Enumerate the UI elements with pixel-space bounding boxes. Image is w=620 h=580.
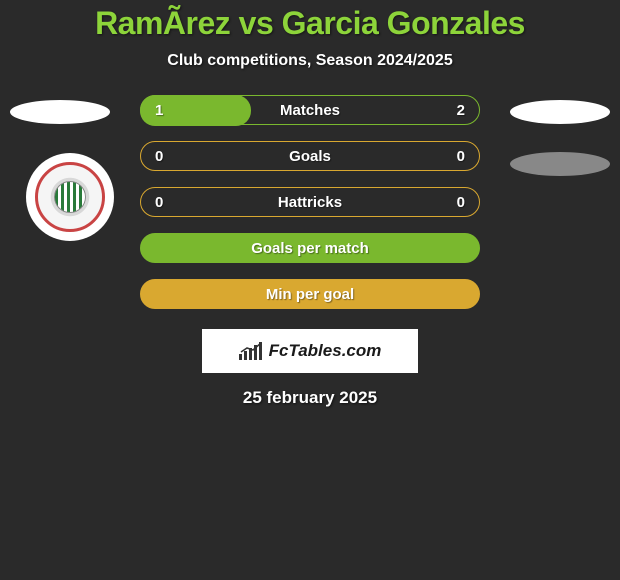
stat-row: Min per goal <box>140 279 480 309</box>
site-name: FcTables.com <box>269 341 382 361</box>
stat-label: Hattricks <box>278 194 342 211</box>
stat-left-value: 0 <box>155 194 163 211</box>
player-left-oval <box>10 100 110 124</box>
stat-label: Goals <box>289 148 331 165</box>
stat-row: Goals per match <box>140 233 480 263</box>
page-title: RamÃ­rez vs Garcia Gonzales <box>0 5 620 42</box>
stat-right-value: 2 <box>457 102 465 119</box>
stat-left-value: 0 <box>155 148 163 165</box>
stats-area: 1 Matches 2 0 Goals 0 0 Hattricks 0 Goals per mat… <box>0 95 620 309</box>
player-right-oval-2 <box>510 152 610 176</box>
stat-label: Matches <box>280 102 340 119</box>
stat-left-value: 1 <box>155 102 163 119</box>
stat-right-value: 0 <box>457 194 465 211</box>
date-text: 25 february 2025 <box>0 388 620 408</box>
stat-right-value: 0 <box>457 148 465 165</box>
comparison-card: RamÃ­rez vs Garcia Gonzales Club competi… <box>0 0 620 408</box>
stat-row: 1 Matches 2 <box>140 95 480 125</box>
stat-label: Goals per match <box>251 240 369 257</box>
stat-label: Min per goal <box>266 286 354 303</box>
branding-box: FcTables.com <box>202 329 418 373</box>
club-badge <box>26 153 114 241</box>
stat-row: 0 Hattricks 0 <box>140 187 480 217</box>
player-right-oval <box>510 100 610 124</box>
badge-inner <box>35 162 105 232</box>
badge-center <box>54 181 86 213</box>
chart-icon <box>239 342 263 360</box>
stat-row: 0 Goals 0 <box>140 141 480 171</box>
subtitle: Club competitions, Season 2024/2025 <box>0 52 620 70</box>
